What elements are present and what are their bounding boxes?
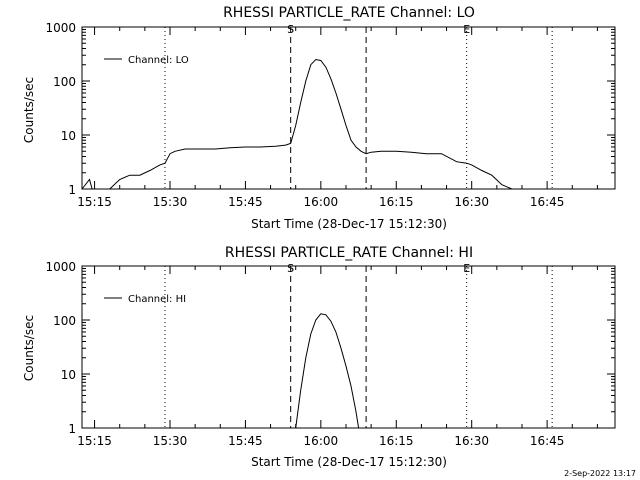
y-axis-label-lo: Counts/sec	[22, 77, 36, 143]
x-tick-label: 15:15	[77, 195, 112, 209]
x-tick-label: 16:30	[454, 434, 489, 448]
marker-label: S	[287, 262, 294, 275]
series-line	[81, 58, 553, 190]
marker-label: E	[463, 262, 470, 275]
y-axis-label-hi: Counts/sec	[22, 315, 36, 381]
x-tick-label: 16:00	[304, 434, 339, 448]
y-tick-label: 1	[68, 422, 76, 436]
x-tick-label: 15:45	[228, 434, 263, 448]
x-axis-label-lo: Start Time (28-Dec-17 15:12:30)	[251, 217, 447, 231]
x-tick-label: 15:45	[228, 195, 263, 209]
plot-frame	[81, 26, 616, 190]
series-line	[295, 313, 360, 429]
x-tick-label: 16:45	[530, 434, 565, 448]
y-tick-label: 10	[61, 129, 76, 143]
x-tick-label: 15:15	[77, 434, 112, 448]
chart-title-hi: RHESSI PARTICLE_RATE Channel: HI	[225, 245, 473, 261]
x-tick-label: 16:45	[530, 195, 565, 209]
panel-hi: RHESSI PARTICLE_RATE Channel: HI Start T…	[22, 245, 473, 469]
marker-label: S	[287, 23, 294, 36]
chart-title-lo: RHESSI PARTICLE_RATE Channel: LO	[223, 5, 475, 21]
x-tick-label: 15:30	[153, 195, 188, 209]
x-tick-label: 16:30	[454, 195, 489, 209]
legend-label: Channel: LO	[128, 55, 189, 66]
plot-frame	[81, 265, 616, 429]
x-axis-label-hi: Start Time (28-Dec-17 15:12:30)	[251, 455, 447, 469]
plot-area-1: 1 10 100 1000 15:15 15:30 15:45 16:00 16:15 16:30…	[45, 260, 616, 448]
x-tick-label: 16:00	[304, 195, 339, 209]
y-tick-label: 1000	[45, 260, 76, 274]
y-tick-label: 1000	[45, 21, 76, 35]
plot-area-0: 1 10 100 1000 15:15 15:30 15:45 16:00 16:15 16:30…	[45, 21, 616, 209]
y-tick-label: 10	[61, 368, 76, 382]
x-tick-label: 16:15	[379, 195, 414, 209]
legend-label: Channel: HI	[128, 294, 186, 305]
marker-label: E	[463, 23, 470, 36]
x-tick-label: 16:15	[379, 434, 414, 448]
panel-lo: RHESSI PARTICLE_RATE Channel: LO Start T…	[22, 5, 475, 231]
footer-date: 2-Sep-2022 13:17	[564, 469, 636, 478]
y-tick-label: 100	[53, 75, 76, 89]
y-tick-label: 100	[53, 314, 76, 328]
y-tick-label: 1	[68, 183, 76, 197]
x-tick-label: 15:30	[153, 434, 188, 448]
